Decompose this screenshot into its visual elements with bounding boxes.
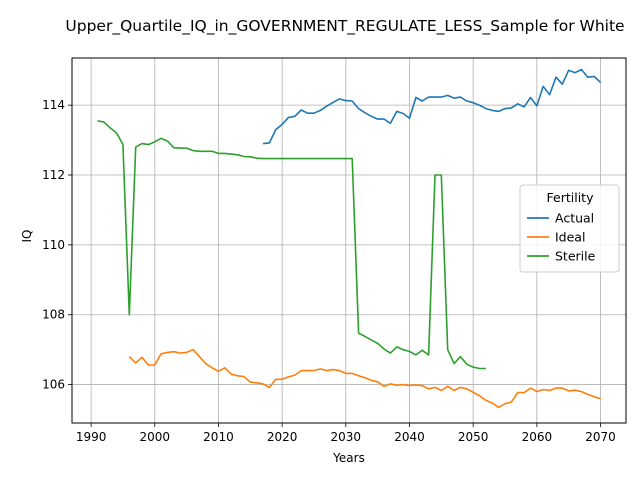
legend-entries: Actual Ideal Sterile (527, 211, 596, 264)
legend-title: Fertility (547, 190, 595, 205)
x-tick-label: 2070 (585, 430, 616, 444)
x-tick-label: 2060 (522, 430, 553, 444)
x-tick-label: 2050 (458, 430, 489, 444)
series-line-actual (262, 68, 602, 145)
x-tick-label: 2010 (203, 430, 234, 444)
x-tick-label: 2040 (394, 430, 425, 444)
plot-frame (71, 57, 627, 424)
y-tick-label: 114 (42, 98, 65, 112)
x-tick-label: 2030 (331, 430, 362, 444)
axis-ticks: 1990 2000 2010 2020 2030 2040 2050 2060 2070 106 1… (42, 98, 616, 444)
legend-label-ideal: Ideal (555, 230, 585, 245)
y-tick-label: 108 (42, 308, 65, 322)
x-tick-label: 2020 (267, 430, 298, 444)
legend-label-sterile: Sterile (555, 249, 596, 264)
y-tick-label: 110 (42, 238, 65, 252)
x-tick-label: 1990 (76, 430, 107, 444)
y-axis-label: IQ (20, 230, 34, 243)
y-tick-label: 112 (42, 168, 65, 182)
legend-box (519, 184, 620, 273)
legend-label-actual: Actual (555, 211, 594, 226)
y-tick-label: 106 (42, 378, 65, 392)
legend: Fertility Actual Ideal Sterile (519, 184, 620, 273)
series-lines (97, 68, 602, 409)
series-line-ideal (128, 348, 601, 409)
x-tick-label: 2000 (140, 430, 171, 444)
series-line-sterile (97, 120, 486, 370)
x-axis-label: Years (332, 451, 365, 465)
chart-title: Upper_Quartile_IQ_in_GOVERNMENT_REGULATE… (65, 17, 624, 36)
